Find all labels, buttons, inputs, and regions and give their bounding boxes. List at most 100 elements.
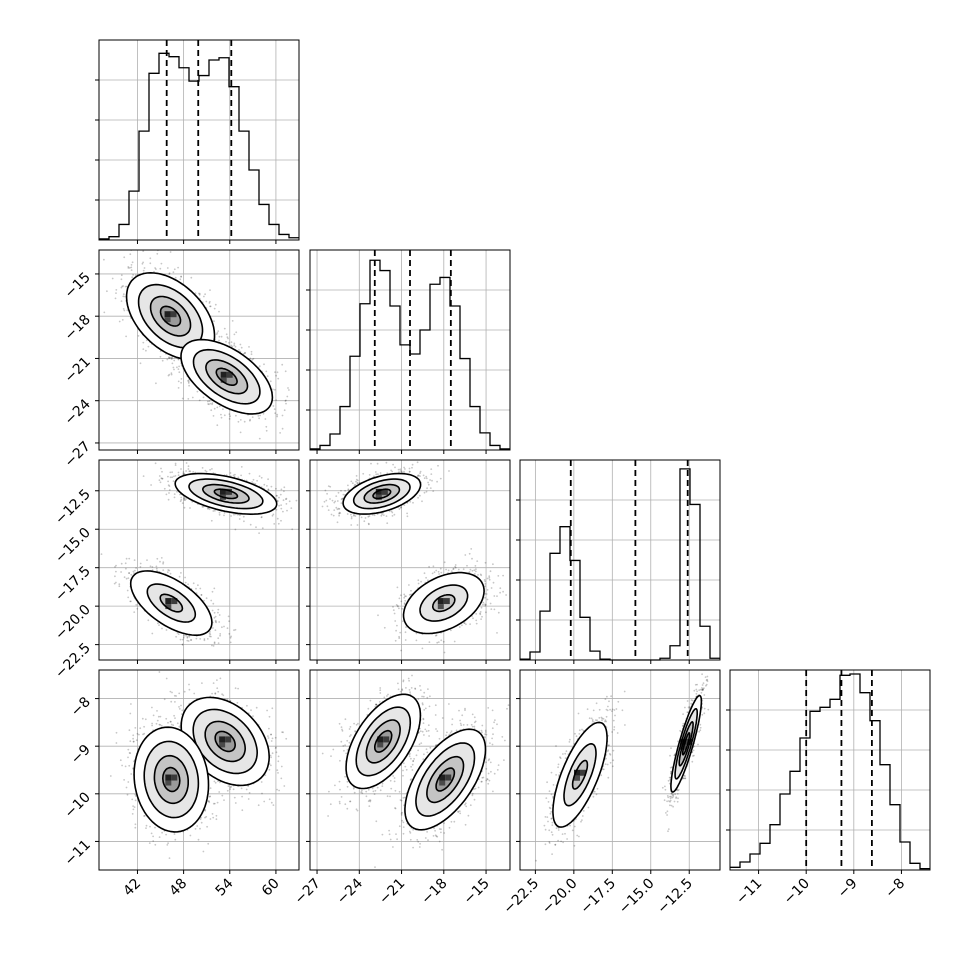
sample-point <box>142 250 145 253</box>
sample-point <box>229 472 232 474</box>
sample-point <box>125 335 127 338</box>
sample-point <box>218 405 221 408</box>
sample-point <box>192 471 195 473</box>
sample-point <box>276 495 278 497</box>
sample-point <box>275 399 277 401</box>
sample-point <box>285 402 287 405</box>
sample-point <box>368 515 371 517</box>
sample-point <box>350 513 352 516</box>
sample-point <box>133 559 136 561</box>
sample-point <box>272 388 274 391</box>
sample-point <box>187 468 190 470</box>
sample-point <box>251 481 254 483</box>
sample-point <box>208 635 211 638</box>
sample-point <box>157 622 159 625</box>
sample-point <box>210 599 213 602</box>
sample-point <box>237 476 240 479</box>
sample-point <box>280 507 283 510</box>
sample-point <box>275 508 278 511</box>
sample-point <box>217 637 220 640</box>
sample-point <box>217 608 220 611</box>
sample-point <box>155 565 158 568</box>
sample-point <box>214 615 217 618</box>
sample-point <box>249 419 251 422</box>
sample-point <box>146 559 148 561</box>
sample-point <box>173 368 175 371</box>
sample-point <box>168 373 171 376</box>
sample-point <box>167 569 170 571</box>
sample-point <box>212 415 215 417</box>
sample-point <box>188 379 190 381</box>
sample-point <box>218 513 221 516</box>
sample-point <box>238 349 240 351</box>
sample-point <box>214 509 216 512</box>
sample-point <box>205 470 208 473</box>
sample-point <box>103 258 105 261</box>
sample-point <box>243 520 245 523</box>
sample-point <box>356 524 359 526</box>
sample-point <box>212 510 215 512</box>
sample-point <box>218 310 220 313</box>
sample-point <box>151 566 154 568</box>
sample-point <box>279 432 281 434</box>
sample-point <box>386 522 389 525</box>
sample-point <box>227 615 230 618</box>
sample-point <box>404 468 406 470</box>
sample-point <box>118 583 121 586</box>
sample-point <box>211 468 213 470</box>
sample-point <box>213 320 215 323</box>
sample-point <box>283 490 285 493</box>
sample-point <box>216 406 219 409</box>
sample-point <box>150 484 153 486</box>
sample-point <box>249 523 252 526</box>
sample-point <box>142 261 145 264</box>
sample-point <box>158 479 161 482</box>
sample-point <box>228 413 231 415</box>
sample-point <box>181 397 184 400</box>
sample-point <box>181 643 184 646</box>
sample-point <box>209 305 212 308</box>
sample-point <box>127 266 130 268</box>
sample-point <box>177 387 180 389</box>
axis-frame <box>729 669 931 871</box>
sample-point <box>182 473 185 475</box>
sample-point <box>158 475 161 477</box>
sample-point <box>216 332 219 334</box>
sample-point <box>263 483 266 486</box>
sample-point <box>228 342 230 344</box>
sample-point <box>200 594 203 596</box>
sample-point <box>170 372 173 375</box>
histogram-panel-1 <box>306 249 511 454</box>
sample-point <box>131 276 134 279</box>
sample-point <box>218 621 221 623</box>
sample-point <box>282 510 284 513</box>
sample-point <box>196 390 199 393</box>
sample-point <box>122 308 125 310</box>
sample-point <box>245 479 248 482</box>
sample-point <box>239 514 241 517</box>
sample-point <box>126 589 129 592</box>
sample-point <box>179 500 182 503</box>
sample-point <box>370 462 372 465</box>
sample-point <box>254 482 257 485</box>
density-peak-cell <box>165 598 172 605</box>
sample-point <box>130 269 133 271</box>
histogram-step-line <box>310 259 510 450</box>
sample-point <box>168 485 171 487</box>
sample-point <box>195 637 198 640</box>
sample-point <box>209 631 211 633</box>
sample-point <box>212 645 215 647</box>
sample-point <box>261 527 264 530</box>
sample-point <box>168 569 171 572</box>
sample-point <box>290 507 293 509</box>
sample-point <box>171 471 174 474</box>
sample-point <box>194 292 197 294</box>
sample-point <box>187 380 190 383</box>
sample-point <box>276 517 279 520</box>
sample-point <box>275 487 277 490</box>
sample-point <box>142 475 145 477</box>
sample-point <box>149 257 152 260</box>
sample-point <box>122 293 125 296</box>
sample-point <box>233 513 235 516</box>
sample-point <box>291 528 294 531</box>
